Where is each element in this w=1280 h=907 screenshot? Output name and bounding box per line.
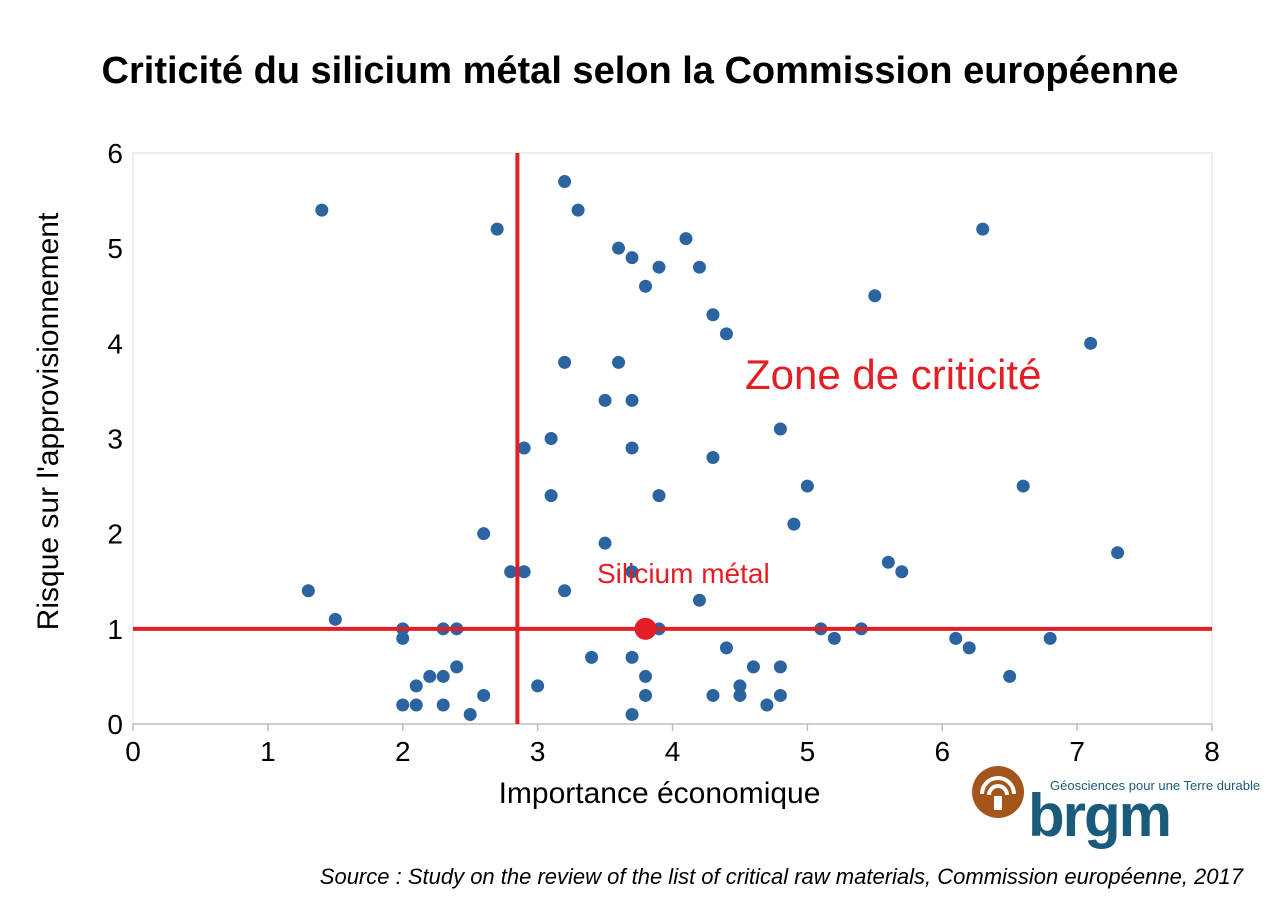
- data-point: [477, 527, 491, 541]
- data-point: [706, 451, 720, 465]
- data-point: [409, 679, 423, 693]
- data-point: [625, 707, 639, 721]
- x-tick-label: 6: [934, 736, 950, 767]
- data-point: [1016, 479, 1030, 493]
- data-point: [639, 669, 653, 683]
- data-point: [436, 698, 450, 712]
- y-tick-label: 1: [107, 614, 123, 645]
- data-point: [301, 584, 315, 598]
- data-point: [436, 669, 450, 683]
- data-point: [625, 565, 639, 579]
- x-tick-label: 5: [800, 736, 816, 767]
- source-note: Source : Study on the review of the list…: [319, 864, 1243, 889]
- data-point: [962, 641, 976, 655]
- x-tick-label: 4: [665, 736, 681, 767]
- data-point: [558, 355, 572, 369]
- data-point: [652, 489, 666, 503]
- logo-wordmark: brgm: [1028, 782, 1172, 849]
- data-point: [517, 441, 531, 455]
- data-point: [544, 432, 558, 445]
- data-point: [746, 660, 760, 674]
- data-point: [639, 279, 653, 293]
- x-axis-label: Importance économique: [499, 777, 821, 810]
- data-point: [652, 260, 666, 274]
- y-tick-label: 5: [107, 233, 123, 264]
- data-point: [477, 688, 491, 702]
- data-point: [881, 555, 895, 569]
- data-point: [719, 641, 733, 655]
- data-point: [827, 631, 841, 645]
- data-point: [558, 175, 572, 189]
- x-tick-label: 7: [1069, 736, 1085, 767]
- y-tick-label: 4: [107, 328, 123, 359]
- data-point: [625, 650, 639, 664]
- data-point: [949, 631, 963, 645]
- data-point: [450, 660, 464, 674]
- data-point: [1003, 669, 1017, 683]
- zone-label: Zone de criticité: [745, 351, 1041, 398]
- data-point: [773, 688, 787, 702]
- data-point: [409, 698, 423, 712]
- data-point: [315, 203, 329, 217]
- data-point: [598, 536, 612, 550]
- data-point: [639, 688, 653, 702]
- data-point: [1043, 631, 1057, 645]
- y-tick-label: 2: [107, 519, 123, 550]
- x-tick-label: 8: [1204, 736, 1220, 767]
- data-point: [692, 260, 706, 274]
- data-point: [719, 327, 733, 341]
- logo-tagline: Géosciences pour une Terre durable: [1050, 778, 1261, 793]
- data-point: [787, 517, 801, 531]
- data-point: [571, 203, 585, 217]
- data-point: [396, 698, 410, 712]
- data-point: [692, 593, 706, 607]
- x-tick-label: 3: [530, 736, 546, 767]
- data-point: [625, 251, 639, 265]
- data-point: [463, 707, 477, 721]
- data-point: [423, 669, 437, 683]
- data-point: [328, 612, 342, 626]
- data-point: [706, 688, 720, 702]
- data-point: [773, 660, 787, 674]
- brgm-logo: Géosciences pour une Terre durable brgm: [972, 764, 1260, 856]
- y-tick-label: 6: [107, 138, 123, 169]
- y-axis-label: Risque sur l'approvisionnement: [32, 212, 65, 630]
- data-point: [531, 679, 545, 693]
- data-point: [773, 422, 787, 436]
- data-point: [598, 393, 612, 407]
- data-point: [558, 584, 572, 598]
- highlight-label: Silicium métal: [597, 558, 770, 589]
- chart-title: Criticité du silicium métal selon la Com…: [101, 50, 1179, 92]
- y-tick-label: 0: [107, 709, 123, 740]
- data-point: [396, 631, 410, 645]
- x-tick-label: 0: [125, 736, 141, 767]
- highlight-point-silicium: [634, 617, 657, 640]
- data-point: [625, 393, 639, 407]
- data-point: [612, 355, 626, 369]
- data-point: [895, 565, 909, 579]
- x-tick-label: 1: [260, 736, 276, 767]
- data-point: [733, 679, 747, 693]
- brgm-icon: [972, 766, 1024, 818]
- data-point: [800, 479, 814, 493]
- data-point: [760, 698, 774, 712]
- data-point: [504, 565, 518, 579]
- data-point: [706, 308, 720, 322]
- data-point: [544, 489, 558, 503]
- data-point: [1111, 546, 1125, 560]
- data-point: [733, 688, 747, 702]
- data-point: [868, 289, 882, 303]
- data-point: [625, 441, 639, 455]
- data-point: [612, 241, 626, 255]
- x-tick-label: 2: [395, 736, 411, 767]
- data-point: [679, 232, 693, 246]
- data-point: [585, 650, 599, 664]
- data-point: [490, 222, 504, 236]
- scatter-chart: 0 1 2 3 4 5 6 Risque sur l'approvisionnement 0 1…: [32, 138, 1220, 810]
- y-tick-label: 3: [107, 424, 123, 455]
- data-point: [517, 565, 531, 579]
- data-point: [1084, 336, 1098, 350]
- data-point: [976, 222, 990, 236]
